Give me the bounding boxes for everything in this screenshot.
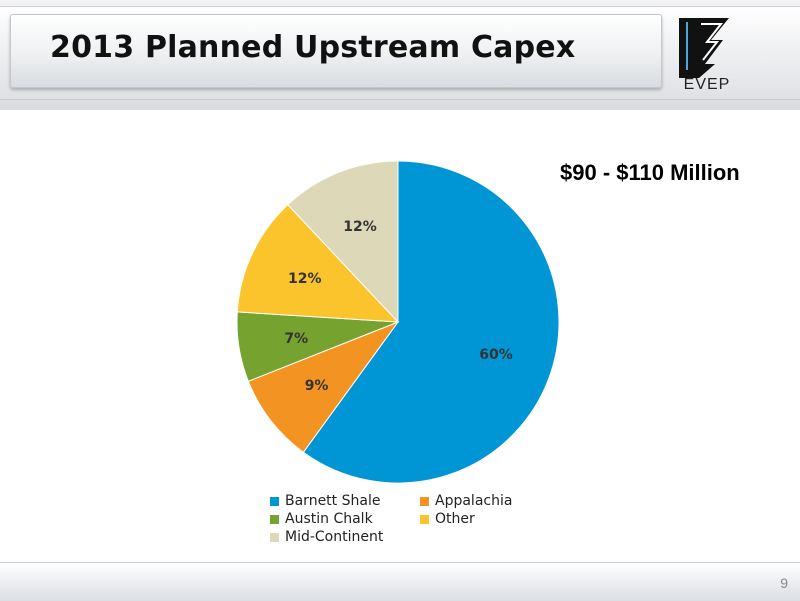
legend-label: Barnett Shale — [285, 493, 381, 509]
legend-item-mid-continent: Mid-Continent — [270, 529, 383, 545]
legend-swatch — [270, 532, 279, 542]
legend-label: Appalachia — [435, 493, 513, 509]
pie-label-austin-chalk: 7% — [284, 331, 308, 347]
pie-label-mid-continent: 12% — [343, 219, 377, 235]
legend-item-barnett-shale: Barnett Shale — [270, 493, 380, 509]
pie-label-other: 12% — [288, 271, 322, 287]
logo-text: EVEP — [683, 76, 731, 93]
legend-item-other: Other — [420, 511, 475, 527]
capex-range: $90 - $110 Million — [560, 160, 740, 185]
legend-label: Mid-Continent — [285, 529, 384, 545]
pie-slice-appalachia — [247, 320, 400, 453]
evep-logo-icon — [679, 18, 729, 78]
legend-swatch — [420, 514, 429, 524]
legend-swatch — [270, 514, 279, 524]
pie-slice-mid-continent — [287, 160, 399, 324]
pie-slice-barnett-shale — [302, 160, 560, 484]
title-box — [10, 14, 662, 88]
pie-slice-other — [236, 203, 400, 323]
pie-label-appalachia: 9% — [305, 378, 329, 394]
legend-item-appalachia: Appalachia — [420, 493, 512, 509]
slide-header: 2013 Planned Upstream Capex EVEP — [0, 0, 800, 110]
legend-item-austin-chalk: Austin Chalk — [270, 511, 373, 527]
slide-footer — [0, 562, 800, 601]
pie-label-barnett-shale: 60% — [479, 347, 513, 363]
legend-label: Austin Chalk — [285, 511, 373, 527]
legend-label: Other — [435, 511, 475, 527]
slide-title: 2013 Planned Upstream Capex — [50, 30, 576, 65]
page-number: 9 — [780, 575, 788, 591]
legend-swatch — [270, 496, 279, 506]
legend-swatch — [420, 496, 429, 506]
